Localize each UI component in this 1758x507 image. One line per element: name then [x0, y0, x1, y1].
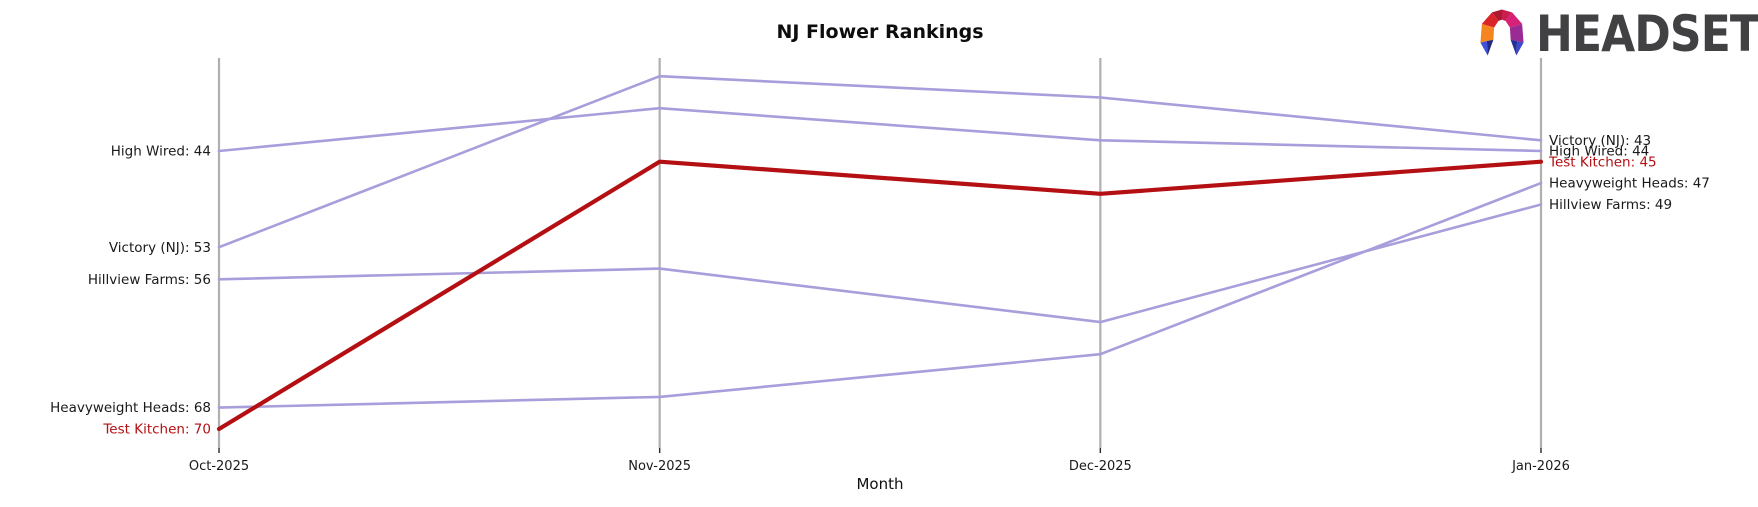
series-start-label: High Wired: 44	[111, 144, 211, 160]
series-end-label: Hillview Farms: 49	[1549, 197, 1672, 213]
series-line-test-kitchen	[216, 159, 1544, 432]
series-start-label: Heavyweight Heads: 68	[50, 400, 211, 416]
logo-facet	[1491, 9, 1502, 21]
x-tick-label: Dec-2025	[1069, 459, 1132, 474]
logo-facet	[1480, 23, 1495, 43]
x-tick-label: Nov-2025	[628, 459, 691, 474]
logo-facet	[1481, 12, 1499, 28]
series-end-label: Test Kitchen: 45	[1548, 154, 1657, 170]
logo-facet	[1510, 39, 1518, 56]
series-line-victory-nj-	[217, 74, 1543, 249]
series-line-heavyweight-heads	[217, 181, 1543, 409]
x-tick-label: Oct-2025	[189, 459, 249, 474]
brand-logo: HEADSET	[1479, 5, 1758, 63]
logo-facet	[1502, 9, 1513, 21]
x-axis-label: Month	[856, 475, 904, 493]
logo-facet	[1486, 39, 1494, 56]
series-start-label: Hillview Farms: 56	[88, 272, 211, 288]
series-end-label: Heavyweight Heads: 47	[1549, 176, 1710, 192]
series-end-label: High Wired: 44	[1549, 144, 1649, 160]
series-line-hillview-farms	[217, 203, 1543, 324]
brand-logo-text: HEADSET	[1536, 5, 1758, 63]
chart-title: NJ Flower Rankings	[776, 21, 984, 43]
series-line-high-wired	[217, 106, 1543, 153]
x-tick-label: Jan-2026	[1511, 459, 1570, 474]
logo-facet	[1509, 23, 1524, 43]
series-start-label: Victory (NJ): 53	[109, 240, 211, 256]
headset-logo-icon	[1480, 9, 1524, 56]
series-end-label: Victory (NJ): 43	[1549, 133, 1651, 149]
logo-facet	[1480, 41, 1488, 56]
logo-facet	[1516, 41, 1524, 56]
logo-facet	[1505, 12, 1523, 28]
series-start-label: Test Kitchen: 70	[102, 422, 211, 438]
